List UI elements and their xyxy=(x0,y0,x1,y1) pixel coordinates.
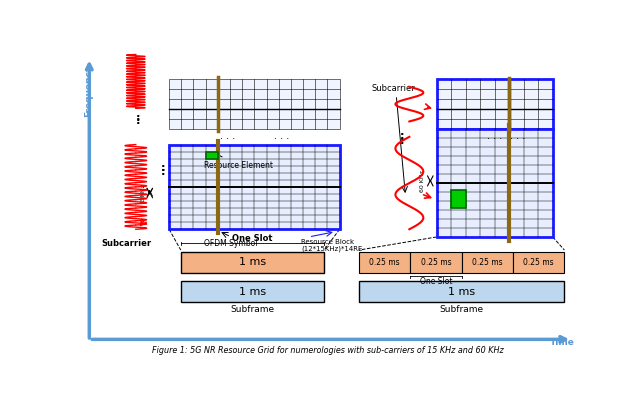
Text: Resource Block
(12*15KHz)*14RE: Resource Block (12*15KHz)*14RE xyxy=(301,238,362,252)
Bar xyxy=(205,152,218,159)
Text: Time: Time xyxy=(550,338,575,347)
Text: 0.25 ms: 0.25 ms xyxy=(420,258,451,267)
Text: Subframe: Subframe xyxy=(230,305,275,314)
Text: One Slot: One Slot xyxy=(232,234,273,243)
Bar xyxy=(436,129,553,237)
Text: One Slot: One Slot xyxy=(420,277,452,286)
Text: Resource Element: Resource Element xyxy=(204,153,273,170)
Bar xyxy=(436,79,553,129)
Text: . . .: . . . xyxy=(510,131,525,141)
Text: :: : xyxy=(399,136,404,146)
Text: 0.25 ms: 0.25 ms xyxy=(369,258,400,267)
Text: Subcarrier: Subcarrier xyxy=(372,84,416,93)
Bar xyxy=(410,252,461,273)
Text: :: : xyxy=(136,117,140,126)
Text: 1 ms: 1 ms xyxy=(239,257,266,267)
Text: Figure 1: 5G NR Resource Grid for numerologies with sub-carriers of 15 KHz and 6: Figure 1: 5G NR Resource Grid for numero… xyxy=(152,346,504,355)
Text: :: : xyxy=(136,112,140,123)
Bar xyxy=(169,79,340,129)
Bar xyxy=(513,252,564,273)
Bar xyxy=(359,252,410,273)
Bar xyxy=(180,281,324,302)
Text: 1 ms: 1 ms xyxy=(239,287,266,297)
Text: Subcarrier: Subcarrier xyxy=(101,238,152,247)
Text: 0.25 ms: 0.25 ms xyxy=(472,258,502,267)
Bar xyxy=(436,79,553,129)
Text: Subframe: Subframe xyxy=(440,305,484,314)
Bar xyxy=(451,190,465,208)
Text: . . .: . . . xyxy=(220,131,235,141)
Text: OFDM Symbol: OFDM Symbol xyxy=(204,238,258,247)
Text: :: : xyxy=(161,163,165,173)
Text: 1 ms: 1 ms xyxy=(448,287,476,297)
Text: 0.25 ms: 0.25 ms xyxy=(524,258,554,267)
Text: . . .: . . . xyxy=(274,131,289,141)
Text: :: : xyxy=(399,131,404,141)
Text: . . .: . . . xyxy=(487,131,502,141)
Bar xyxy=(169,144,340,229)
Text: :: : xyxy=(161,167,165,177)
Text: 15KHz: 15KHz xyxy=(140,183,145,203)
Bar xyxy=(359,281,564,302)
Text: Frequency: Frequency xyxy=(84,64,93,117)
Text: 60 KHz: 60 KHz xyxy=(420,170,425,192)
Bar xyxy=(180,252,324,273)
Bar xyxy=(461,252,513,273)
